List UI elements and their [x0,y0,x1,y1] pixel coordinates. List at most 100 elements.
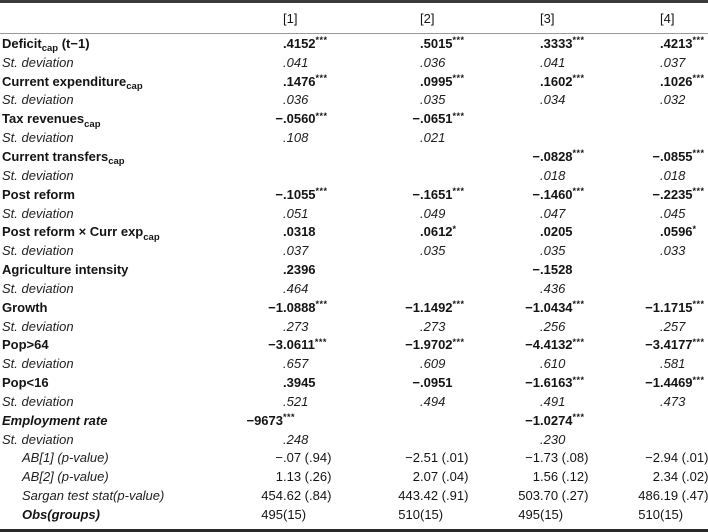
value-rest: .0274*** [540,412,585,428]
table-row: St. deviation .041 .036 .041 .037 [0,53,708,72]
row-label-tail: (t−1) [58,35,90,51]
value-lead: −1 [268,299,283,315]
column-header-label: [3] [540,10,555,26]
value-cell: .018 [626,168,708,183]
column-header-label: [4] [660,10,675,26]
value-rest: .018 [540,167,566,183]
table-row: St. deviation .248 .230 [0,430,708,449]
value-rest: .041 [540,54,566,70]
significance-stars: * [452,223,457,234]
significance-stars: *** [692,336,705,347]
row-label: Sargan test stat(p-value) [0,488,249,503]
value-cell: .045 [626,206,708,221]
value-lead: −1 [525,450,540,466]
row-label: Growth [0,300,249,315]
significance-stars: *** [572,186,585,197]
value-cell: −1.1492*** [386,299,506,315]
significance-stars: *** [314,336,327,347]
value-lead: − [275,111,283,127]
value-rest: .273 [420,318,446,334]
value-cell: −1.0434*** [506,299,626,315]
value-lead: − [275,450,283,466]
row-label-text: Tax revenues [2,111,85,127]
value-cell: − .1651*** [386,186,506,202]
value-lead: −1 [645,299,660,315]
value-cell: .230 [506,432,626,447]
value-cell: .049 [386,206,506,221]
value-cell: .0995*** [386,73,506,89]
value-rest: .033 [660,243,686,259]
value-cell: .033 [626,243,708,258]
significance-stars: *** [452,336,465,347]
value-cell: 495 (15) [506,507,626,522]
row-label: AB[1] (p-value) [0,450,249,465]
value-rest: .035 [420,92,446,108]
value-cell: − .0651*** [386,111,506,127]
row-label-text: Pop<16 [2,375,49,391]
value-rest: (15) [283,507,307,523]
value-lead: 486 [638,488,660,504]
value-lead: − [532,262,540,278]
row-label: St. deviation [0,281,249,296]
value-cell: 443.42 (.91) [386,488,506,503]
significance-stars: *** [315,35,328,46]
value-lead: 443 [398,488,420,504]
value-rest: .436 [540,280,566,296]
value-rest: .13 (.26) [283,469,332,485]
value-cell: .464 [249,281,386,296]
value-rest: .047 [540,205,566,221]
value-rest: *** [283,412,295,428]
row-label: Current transferscap [0,149,249,168]
value-rest: .494 [420,393,446,409]
row-label-text: St. deviation [2,431,74,447]
row-label-subscript: cap [41,43,59,55]
value-cell: .0612* [386,223,506,240]
table-row: Pop<16.3945− .0951 −1.6163*** −1.4469*** [0,373,708,392]
value-rest: .273 [283,318,309,334]
value-rest: .1492*** [420,299,465,315]
value-cell: .256 [506,319,626,334]
row-label-text: St. deviation [2,130,74,146]
value-cell: .1026*** [626,73,708,89]
value-rest: .657 [283,356,309,372]
value-lead: −2 [405,450,420,466]
significance-stars: *** [572,336,585,347]
row-label-text: Deficit [2,35,42,51]
value-cell: .108 [249,130,386,145]
value-cell: − .1055*** [249,186,386,202]
value-rest: .051 [283,205,309,221]
value-rest: .1055*** [283,186,328,202]
value-cell: − .1528 [506,262,626,277]
value-rest: .1460*** [540,186,585,202]
table-row: Current transferscap − .0828*** − .0855*** [0,147,708,168]
value-lead: − [412,186,420,202]
value-lead: 2 [652,469,660,485]
value-cell: −3.4177*** [626,336,708,353]
value-cell: .051 [249,206,386,221]
value-cell: .036 [249,92,386,107]
significance-stars: *** [692,374,705,385]
value-cell: −1.6163*** [506,375,626,391]
value-rest: .0612* [420,223,457,240]
row-label-text: St. deviation [2,205,74,221]
value-cell: .037 [626,55,708,70]
table-row: St. deviation .037 .035 .035 .033 [0,241,708,260]
row-label: Employment rate [0,413,249,428]
row-label: St. deviation [0,92,249,107]
value-lead: 510 [638,507,660,523]
value-rest: .021 [420,130,446,146]
value-lead: 1 [532,469,540,485]
row-label: AB[2] (p-value) [0,469,249,484]
value-cell: .273 [249,319,386,334]
value-cell: .436 [506,281,626,296]
value-rest: .037 [283,243,309,259]
table-row: St. deviation .018 .018 [0,166,708,185]
value-lead: −1 [525,412,540,428]
value-rest: .51 (.01) [420,450,469,466]
value-cell: .248 [249,432,386,447]
row-label-text: St. deviation [2,393,74,409]
row-label-text: St. deviation [2,356,74,372]
significance-stars: *** [572,35,585,46]
significance-stars: *** [452,35,465,46]
row-label: St. deviation [0,319,249,334]
